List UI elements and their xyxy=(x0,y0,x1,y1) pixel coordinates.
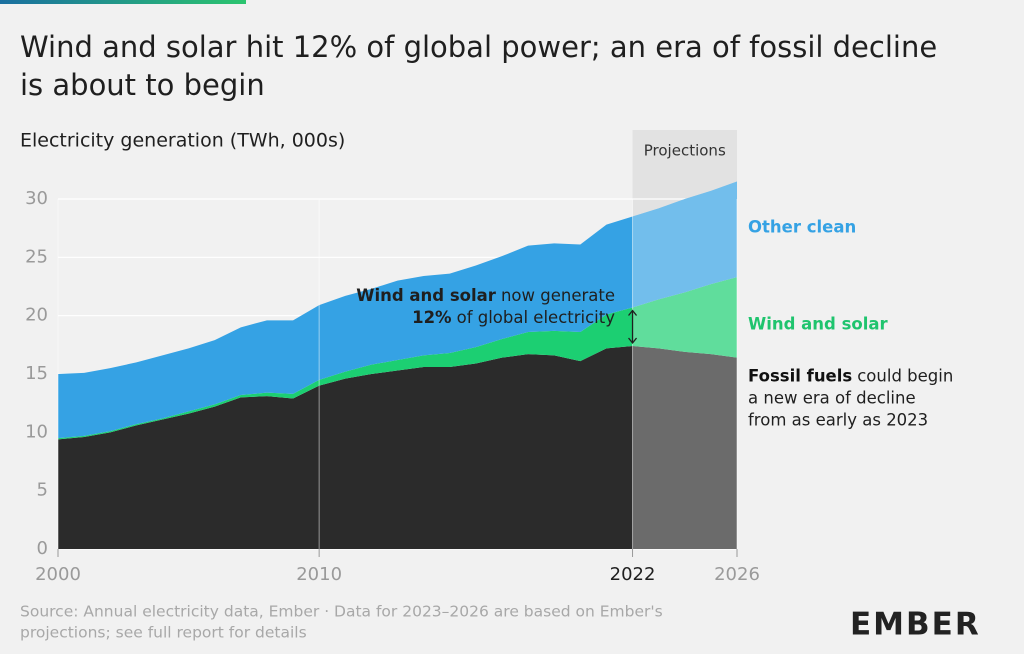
source: Source: Annual electricity data, Ember ·… xyxy=(20,603,663,621)
chart-title: is about to begin xyxy=(20,68,265,102)
chart-title: Wind and solar hit 12% of global power; … xyxy=(20,30,937,64)
y-tick-label: 5 xyxy=(37,480,48,501)
x-tick-label: 2010 xyxy=(296,564,342,585)
y-tick-label: 0 xyxy=(37,538,48,559)
y-axis-title: Electricity generation (TWh, 000s) xyxy=(20,130,345,152)
arrow-head xyxy=(628,337,638,345)
annotation-part: now generate xyxy=(501,286,615,305)
x-tick-label: 2000 xyxy=(35,564,81,585)
area xyxy=(58,181,737,439)
logo: EMBER xyxy=(850,607,981,643)
y-tick-label: 10 xyxy=(25,421,48,442)
x-tick-label: 2026 xyxy=(714,564,760,585)
annotation-part: Wind and solar xyxy=(356,286,497,305)
y-tick-label: 25 xyxy=(25,246,48,267)
series-label: Wind and solar xyxy=(748,315,889,334)
annotation: Wind and solar now generate xyxy=(356,286,615,305)
y-tick-label: 20 xyxy=(25,305,48,326)
annotation: could begin xyxy=(857,367,953,386)
source: projections; see full report for details xyxy=(20,624,307,642)
y-tick-label: 15 xyxy=(25,363,48,384)
annotation: 12% of global electricity xyxy=(412,308,615,327)
series-label: Other clean xyxy=(748,218,856,237)
area xyxy=(58,346,737,549)
projection-label: Projections xyxy=(644,142,726,160)
annotation-part: of global electricity xyxy=(457,308,616,327)
top-bar xyxy=(0,0,246,4)
series-label: Fossil fuels xyxy=(748,367,852,386)
x-tick-label: 2022 xyxy=(610,564,656,585)
annotation-part: 12% xyxy=(412,308,452,327)
plot: Projections 0 5 10 15 20 25 30 2000 2010 2022 2026 F… xyxy=(25,130,953,585)
projection-overlay xyxy=(632,181,737,549)
annotation: a new era of decline xyxy=(748,389,916,408)
arrow-head xyxy=(628,309,638,316)
annotation: from as early as 2023 xyxy=(748,411,928,430)
y-tick-label: 30 xyxy=(25,188,48,209)
